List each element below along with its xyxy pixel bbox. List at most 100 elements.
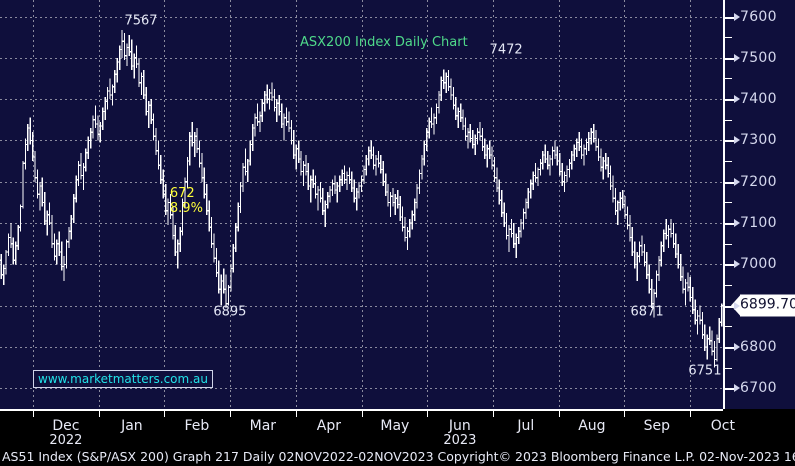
date-axis-tick (427, 409, 428, 417)
date-axis-label: Mar (249, 418, 277, 434)
price-axis-tick-arrow (734, 343, 740, 352)
trough-price-label: 6751 (688, 363, 722, 379)
price-axis-tick (723, 388, 736, 391)
trough-price-label: 6871 (630, 304, 664, 319)
gridline-horizontal (0, 99, 723, 101)
gridline-vertical (493, 0, 494, 409)
gridline-horizontal (0, 388, 723, 390)
price-axis-minor-tick (723, 202, 732, 204)
price-axis-tick (723, 140, 736, 143)
price-axis-label: 7300 (740, 132, 777, 149)
price-axis-minor-tick (723, 326, 732, 328)
date-axis-year-label: 2022 (49, 433, 83, 448)
date-axis-label: Aug (578, 418, 606, 434)
gridline-vertical (362, 0, 363, 409)
range-points-label: 672 (169, 185, 195, 201)
range-annotation: 672 8.9% (170, 186, 203, 216)
price-axis-tick (723, 181, 736, 184)
price-axis-tick-arrow (734, 53, 740, 62)
price-axis: 6899.700 6700680069007000710072007300740… (723, 0, 795, 409)
price-axis-tick (723, 305, 736, 308)
price-axis-spine (723, 0, 725, 409)
date-axis-label: Jan (121, 418, 143, 434)
price-axis-minor-tick (723, 78, 732, 80)
grid-lines (0, 0, 723, 409)
date-axis-tick (296, 409, 297, 417)
gridline-vertical (230, 0, 231, 409)
price-axis-tick-arrow (734, 136, 740, 145)
gridline-horizontal (0, 305, 723, 307)
price-axis-tick (723, 347, 736, 350)
range-percent-label: 8.9% (169, 200, 203, 216)
gridline-horizontal (0, 223, 723, 225)
price-axis-tick (723, 264, 736, 267)
price-axis-tick-arrow (734, 219, 740, 228)
chart-title: ASX200 Index Daily Chart (300, 35, 468, 50)
price-axis-minor-tick (723, 161, 732, 163)
date-axis-tick (99, 409, 100, 417)
price-axis-tick-arrow (734, 95, 740, 104)
price-axis-tick-arrow (734, 260, 740, 269)
date-axis: Dec Jan Feb Mar Apr May Jun Jul Aug Sep Oct 2022 202… (0, 409, 795, 448)
date-axis-tick (493, 409, 494, 417)
price-axis-tick (723, 57, 736, 60)
last-price-value: 6899.700 (740, 294, 795, 317)
price-axis-minor-tick (723, 243, 732, 245)
date-axis-label: Oct (710, 418, 735, 434)
gridline-horizontal (0, 264, 723, 266)
watermark-link[interactable]: www.marketmatters.com.au (33, 370, 213, 388)
date-axis-label: Dec (52, 418, 80, 434)
gridline-vertical (296, 0, 297, 409)
date-axis-tick (624, 409, 625, 417)
date-axis-tick (690, 409, 691, 417)
peak-price-label: 7567 (124, 13, 158, 29)
ohlc-bar-series (0, 30, 723, 368)
price-axis-minor-tick (723, 119, 732, 121)
gridline-vertical (690, 0, 691, 409)
date-axis-tick (362, 409, 363, 417)
price-axis-label: 6700 (740, 380, 777, 397)
price-axis-minor-tick (723, 285, 732, 287)
price-axis-label: 7200 (740, 173, 777, 190)
price-axis-tick-arrow (734, 177, 740, 186)
price-axis-label: 7500 (740, 49, 777, 66)
date-axis-tick (559, 409, 560, 417)
trough-price-label: 6895 (213, 304, 247, 319)
date-axis-tick (33, 409, 34, 417)
price-axis-label: 7600 (740, 8, 777, 25)
price-axis-tick (723, 16, 736, 19)
price-axis-tick-arrow (734, 12, 740, 21)
date-axis-year-label: 2023 (443, 433, 477, 448)
date-axis-spine (0, 409, 723, 411)
price-axis-label: 7400 (740, 91, 777, 108)
chart-plot-area: ASX200 Index Daily Chart 672 8.9% www.ma… (0, 0, 723, 409)
price-axis-tick-arrow (734, 301, 740, 310)
date-axis-label: Jun (448, 418, 471, 434)
peak-price-label: 7472 (489, 42, 523, 58)
gridline-vertical (164, 0, 165, 409)
gridline-vertical (427, 0, 428, 409)
gridline-vertical (99, 0, 100, 409)
price-axis-label: 7000 (740, 256, 777, 273)
price-axis-minor-tick (723, 37, 732, 39)
gridline-horizontal (0, 140, 723, 142)
chart-footer: AS51 Index (S&P/ASX 200) Graph 217 Daily… (0, 447, 795, 466)
price-axis-label: 7100 (740, 215, 777, 232)
date-axis-label: Sep (643, 418, 671, 434)
gridline-vertical (559, 0, 560, 409)
price-axis-label: 6800 (740, 339, 777, 356)
date-axis-label: May (380, 418, 410, 434)
date-axis-label: Apr (316, 418, 341, 434)
price-axis-minor-tick (723, 367, 732, 369)
price-axis-tick (723, 99, 736, 102)
price-axis-tick (723, 223, 736, 226)
date-axis-tick (230, 409, 231, 417)
gridline-vertical (33, 0, 34, 409)
date-axis-label: Feb (184, 418, 210, 434)
gridline-horizontal (0, 57, 723, 59)
price-axis-tick-arrow (734, 384, 740, 393)
date-axis-tick (164, 409, 165, 417)
last-price-callout: 6899.700 (731, 294, 795, 317)
gridline-horizontal (0, 16, 723, 18)
